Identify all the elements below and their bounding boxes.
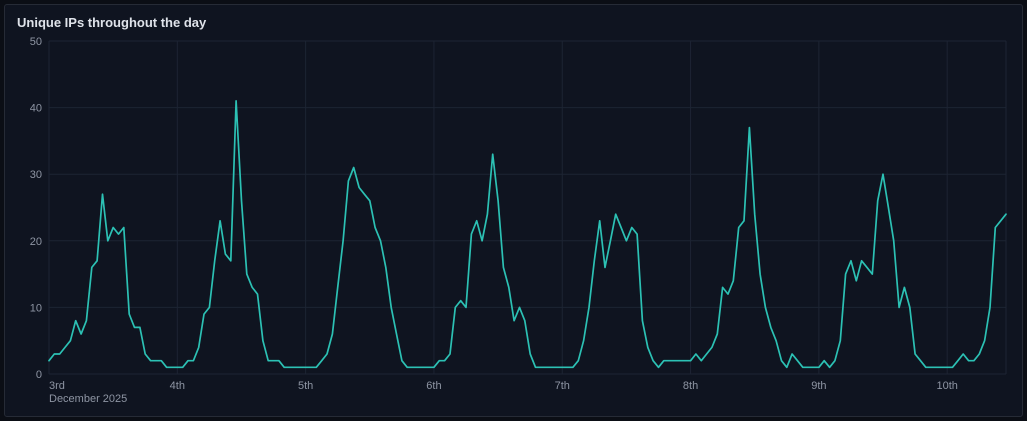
x-axis-month-label: December 2025 bbox=[49, 393, 127, 405]
x-tick-label: 3rd bbox=[49, 380, 65, 392]
y-tick-label: 20 bbox=[30, 236, 42, 248]
y-tick-label: 40 bbox=[30, 103, 42, 115]
x-tick-label: 5th bbox=[298, 380, 313, 392]
chart-panel: Unique IPs throughout the day 0 10 20 30 40 5… bbox=[4, 4, 1023, 417]
y-tick-label: 50 bbox=[30, 36, 42, 48]
x-tick-label: 8th bbox=[683, 380, 698, 392]
y-tick-label: 30 bbox=[30, 169, 42, 181]
panel-header: Unique IPs throughout the day bbox=[13, 11, 1014, 33]
line-series bbox=[48, 100, 1007, 369]
x-tick-label: 6th bbox=[426, 380, 441, 392]
x-tick-label: 7th bbox=[555, 380, 570, 392]
y-tick-label: 10 bbox=[30, 302, 42, 314]
x-tick-label: 10th bbox=[936, 380, 957, 392]
x-tick-label: 4th bbox=[170, 380, 185, 392]
x-tick-label: 9th bbox=[811, 380, 826, 392]
y-tick-label: 0 bbox=[36, 369, 42, 381]
panel-title[interactable]: Unique IPs throughout the day bbox=[17, 14, 207, 30]
